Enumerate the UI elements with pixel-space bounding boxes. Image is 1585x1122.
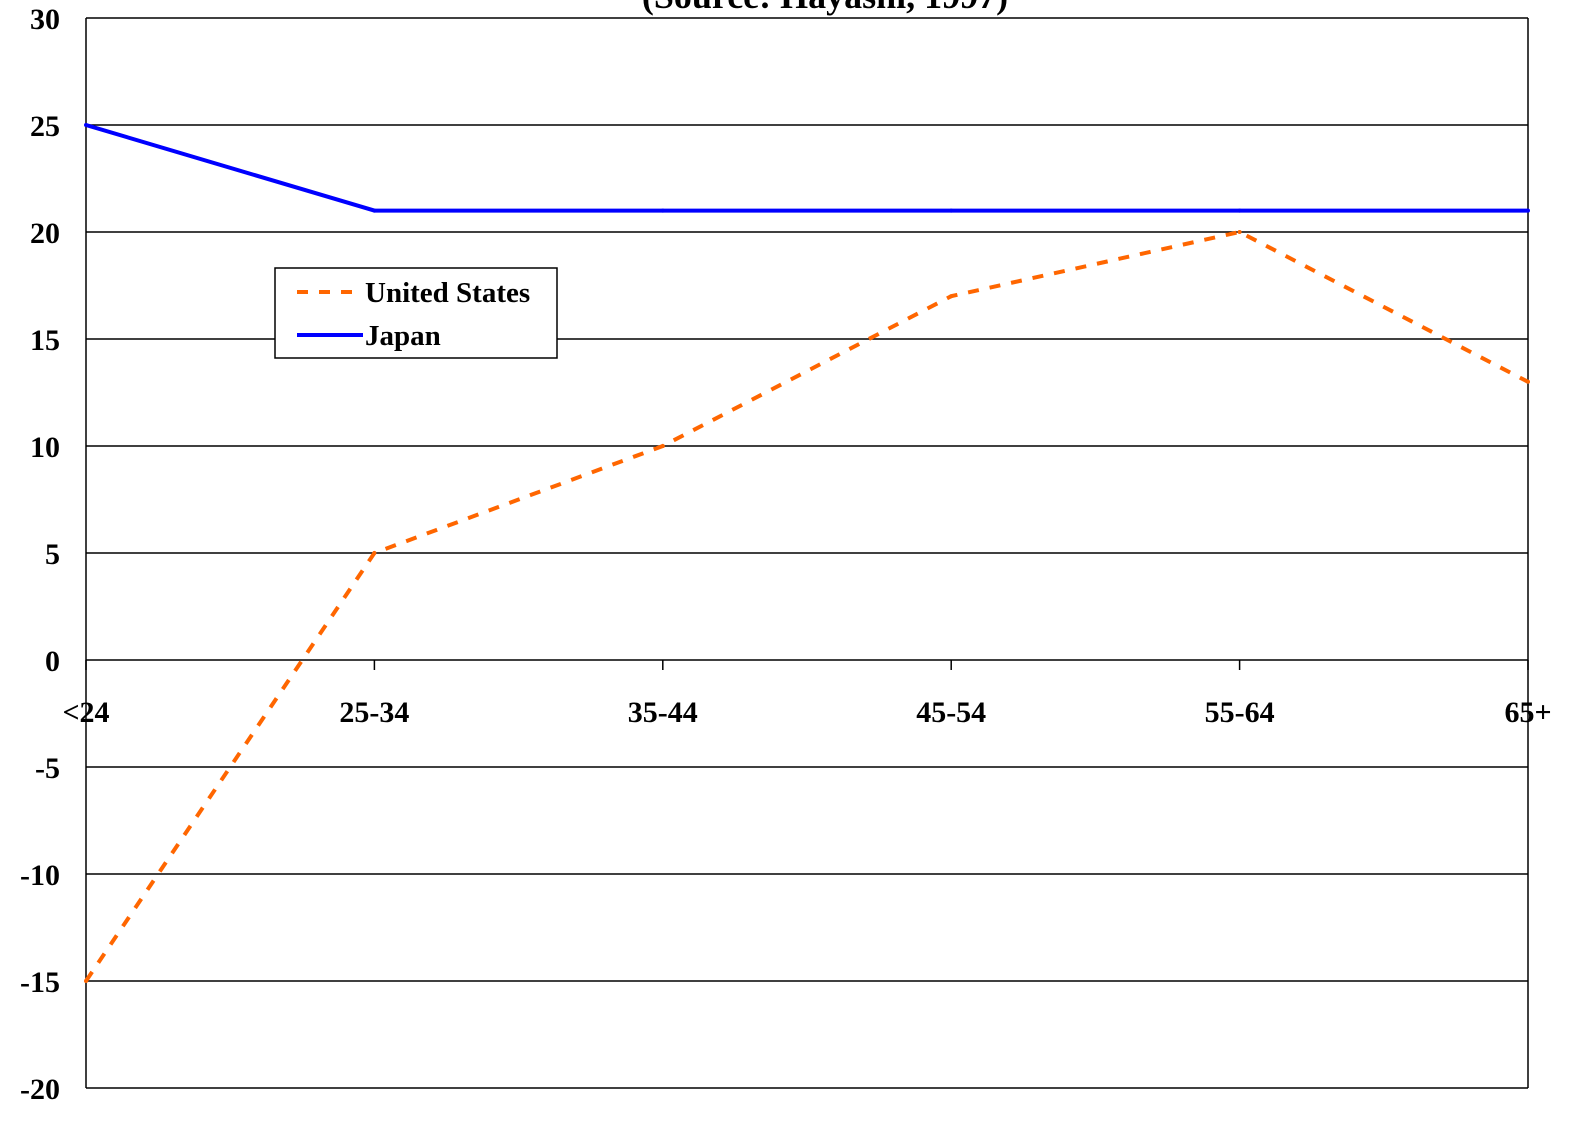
y-tick-label: 15 [30, 324, 60, 357]
y-tick-label: 30 [30, 3, 60, 36]
data-point-united-states [84, 979, 88, 983]
series-line-japan [85, 123, 1528, 213]
x-tick-label: 25-34 [339, 696, 409, 729]
data-point-japan [949, 208, 954, 213]
x-tick-label: 35-44 [628, 696, 698, 729]
data-point-japan [660, 208, 665, 213]
y-tick-label: 10 [30, 431, 60, 464]
data-point-united-states [372, 551, 377, 555]
chart-title: (Source: Hayashi, 1997) [642, 0, 1008, 16]
legend-box [274, 267, 558, 359]
tick-labels: <24 25-34 35-44 45-54 55-64 65+ 30 25 20 15 10 5 0 -5… [20, 3, 1552, 1106]
x-tick-label: 45-54 [916, 696, 986, 729]
legend-label-japan: Japan [365, 320, 441, 352]
x-tick-label: 55-64 [1205, 696, 1275, 729]
y-tick-label: -15 [20, 966, 60, 999]
y-tick-label: -5 [35, 752, 60, 785]
data-point-united-states [1237, 230, 1242, 234]
data-point-united-states [949, 294, 954, 299]
series-line-united-states [84, 229, 1529, 983]
x-tick-label: 65+ [1504, 696, 1551, 729]
data-point-united-states [660, 444, 665, 448]
y-tick-label: -20 [20, 1073, 60, 1106]
data-point-japan [372, 208, 377, 213]
data-point-united-states [1526, 379, 1530, 384]
y-tick-label: 25 [30, 110, 60, 143]
axes [85, 18, 1529, 1088]
legend: United States Japan [274, 267, 558, 359]
y-tick-label: 5 [45, 538, 60, 571]
legend-label-united-states: United States [365, 277, 530, 309]
data-point-japan [84, 123, 88, 127]
data-point-japan [1237, 208, 1242, 213]
series-lines [84, 123, 1530, 983]
y-tick-label: 20 [30, 217, 60, 250]
gridlines [86, 17, 1528, 1089]
y-tick-label: -10 [20, 859, 60, 892]
x-tick-label: <24 [62, 696, 109, 729]
y-tick-label: 0 [45, 645, 60, 678]
data-point-japan [1526, 208, 1530, 213]
